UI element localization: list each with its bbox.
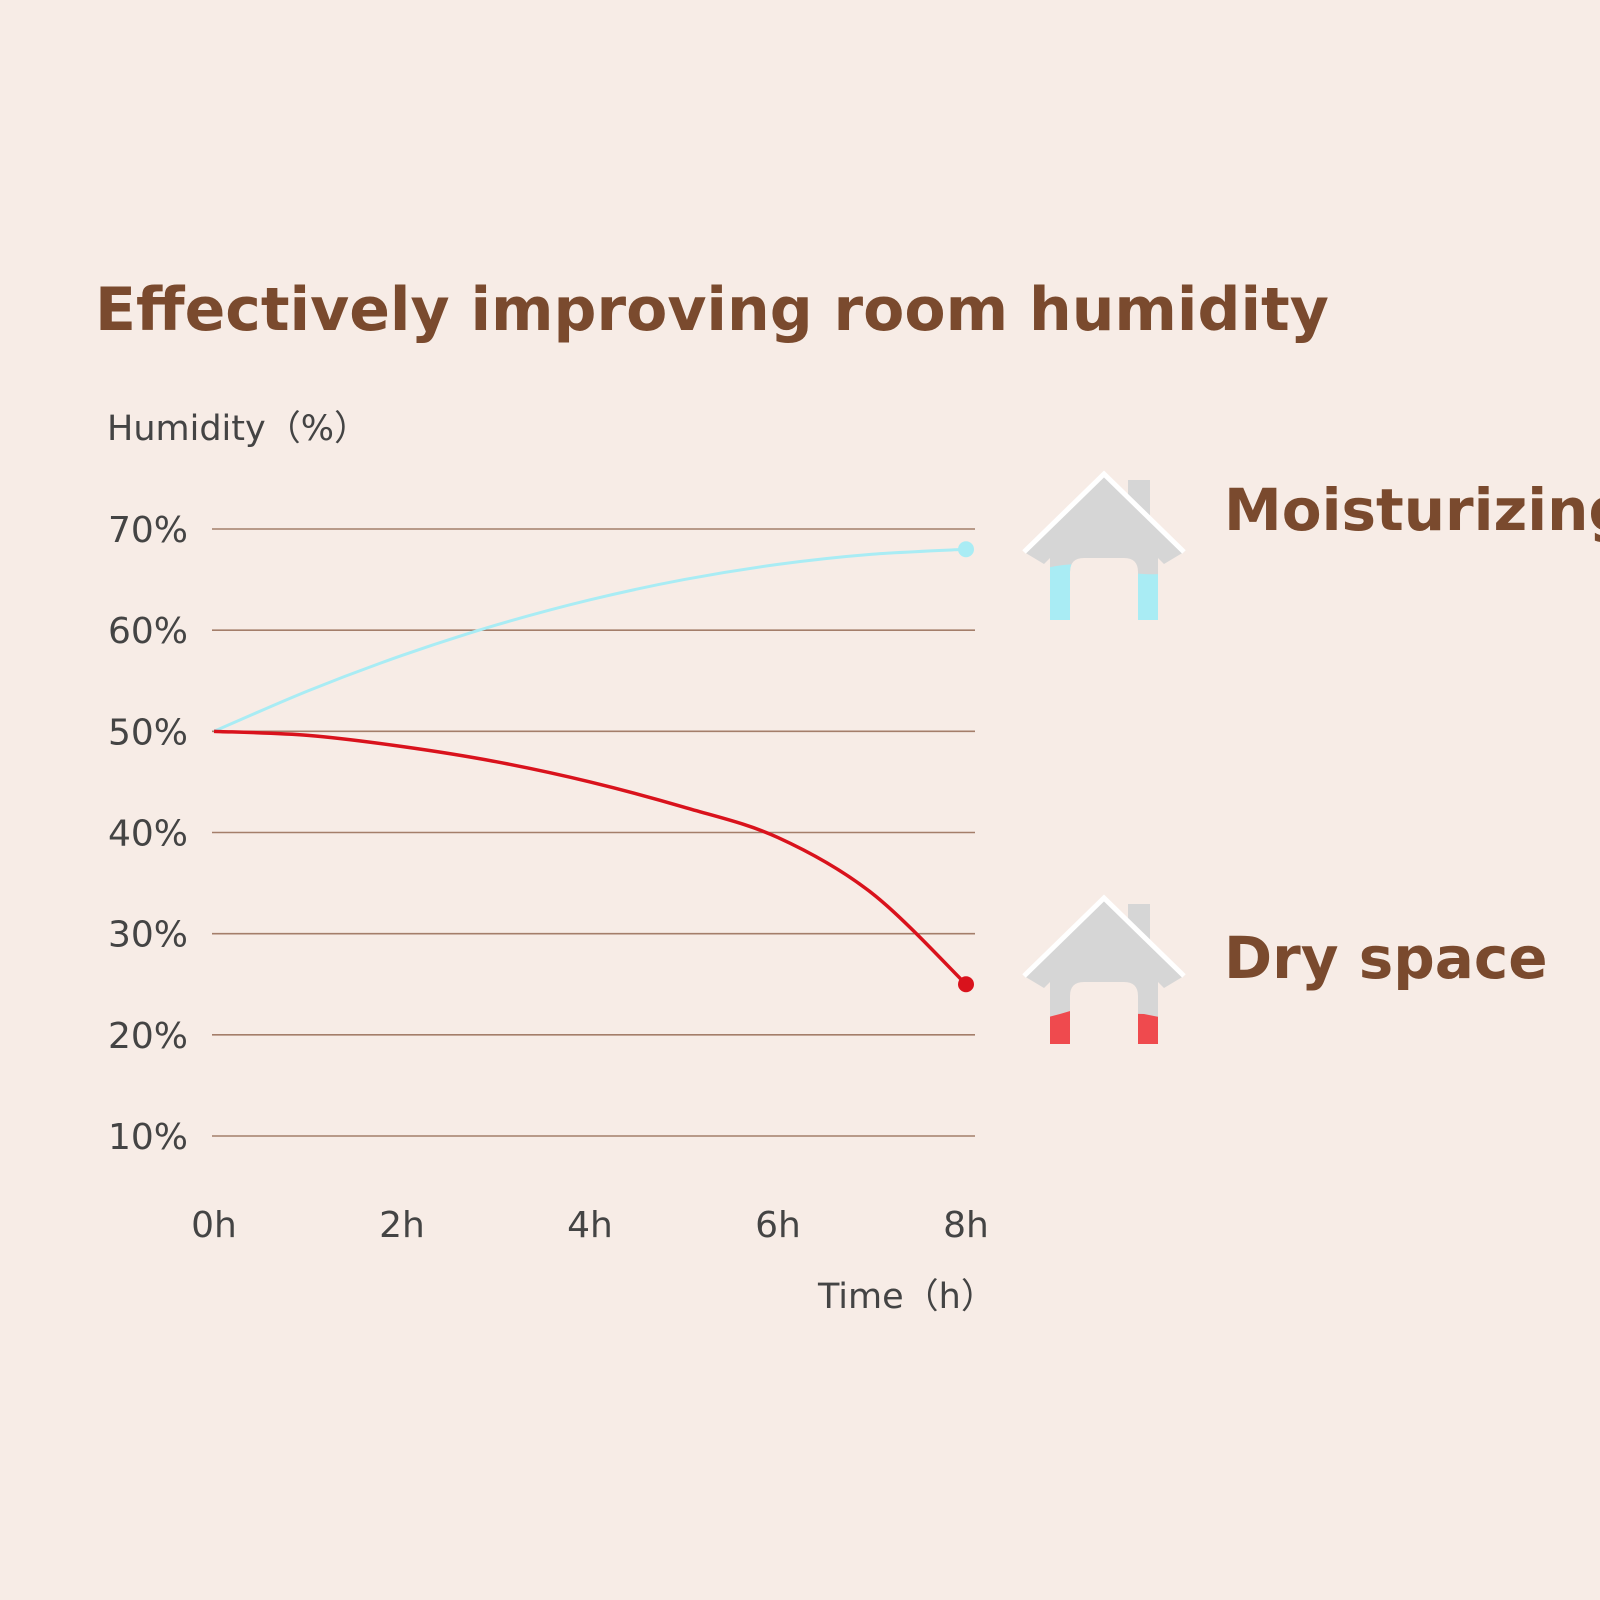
y-tick-label: 20%: [108, 1016, 188, 1057]
dry-house-icon: [1022, 894, 1186, 1044]
y-tick-label: 10%: [108, 1117, 188, 1158]
x-tick-label: 6h: [755, 1205, 801, 1246]
series-line: [213, 547, 967, 733]
moist-house-icon: [1022, 470, 1186, 620]
x-tick-label: 0h: [191, 1205, 237, 1246]
moist-water-fill: [1024, 564, 1184, 620]
x-tick-label: 2h: [379, 1205, 425, 1246]
series-line: [213, 729, 968, 986]
x-tick-labels: 0h 2h 4h 6h 8h: [191, 1205, 989, 1246]
dry-water-fill: [1024, 1002, 1184, 1044]
series-label-dry: Dry space: [1224, 924, 1548, 992]
y-tick-label: 50%: [108, 712, 188, 753]
series-end-point: [958, 976, 974, 993]
x-tick-label: 8h: [943, 1205, 989, 1246]
y-tick-label: 30%: [108, 915, 188, 956]
series-label-moist: Moisturizing space: [1224, 476, 1600, 544]
chart-title: Effectively improving room humidity: [95, 275, 1329, 345]
series-lines: [213, 541, 974, 993]
y-tick-label: 40%: [108, 814, 188, 855]
y-tick-label: 60%: [108, 611, 188, 652]
x-tick-label: 4h: [567, 1205, 613, 1246]
gridlines: [212, 528, 975, 1137]
x-axis-label: Time（h）: [817, 1277, 996, 1317]
series-end-point: [958, 541, 974, 558]
y-tick-labels: 10% 20% 30% 40% 50% 60% 70%: [108, 510, 188, 1158]
y-tick-label: 70%: [108, 510, 188, 551]
y-axis-label: Humidity（%）: [107, 409, 369, 449]
